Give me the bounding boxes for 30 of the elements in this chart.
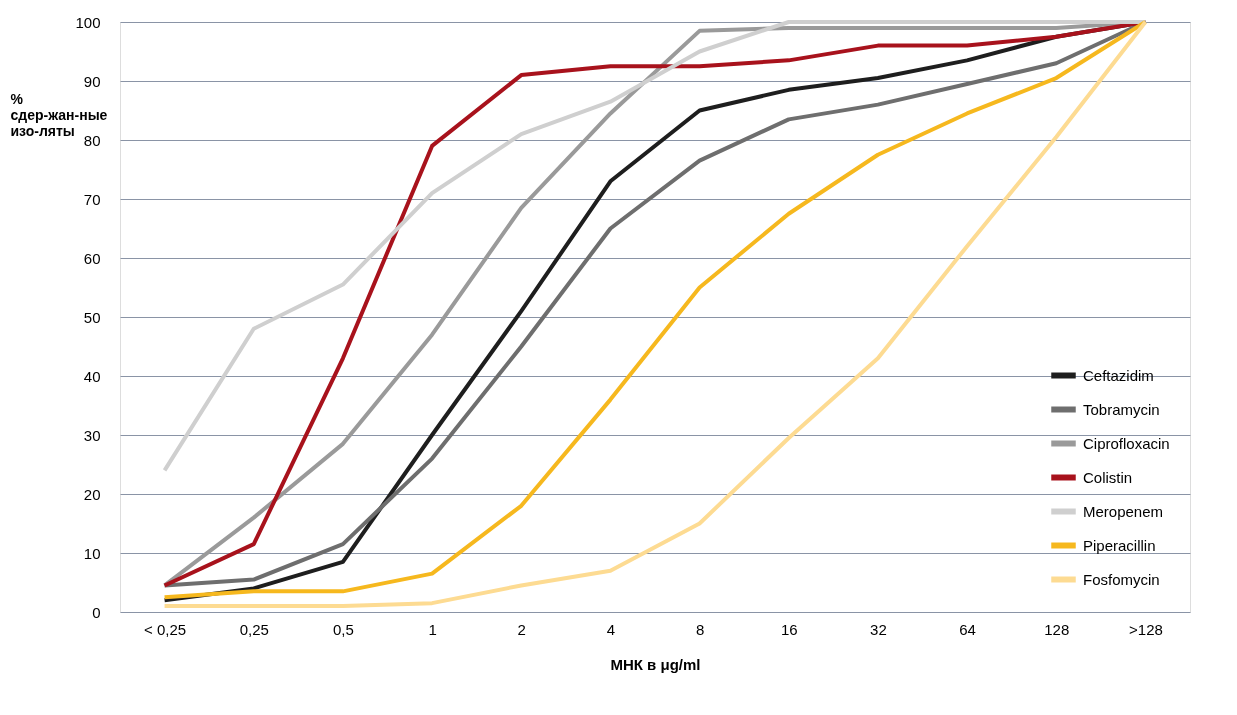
- x-tick-label: >128: [1129, 620, 1163, 638]
- y-tick-label: 10: [83, 544, 101, 562]
- legend-label: Meropenem: [1083, 502, 1164, 520]
- x-tick-label: 8: [695, 620, 705, 638]
- legend-label: Ceftazidim: [1083, 366, 1154, 384]
- x-tick-label: < 0,25: [144, 620, 187, 638]
- legend-label: Colistin: [1083, 468, 1133, 486]
- x-tick-label: 64: [959, 620, 976, 638]
- y-tick-label: 30: [83, 426, 101, 444]
- x-tick-label: 32: [870, 620, 887, 638]
- x-tick-label: 4: [606, 620, 616, 638]
- y-tick-label: 20: [83, 485, 101, 503]
- y-tick-label: 100: [75, 13, 101, 31]
- x-tick-label: 1: [428, 620, 437, 638]
- legend-label: Fosfomycin: [1083, 570, 1160, 588]
- x-tick-label: 128: [1044, 620, 1070, 638]
- legend-label: Ciprofloxacin: [1083, 434, 1170, 452]
- y-tick-label: 60: [83, 249, 101, 267]
- y-tick-label: 40: [83, 367, 101, 385]
- x-tick-label: 16: [780, 620, 798, 638]
- legend-label: Piperacillin: [1083, 536, 1156, 554]
- y-tick-label: 90: [83, 72, 101, 90]
- x-tick-label: 0,25: [239, 620, 269, 638]
- legend-label: Tobramycin: [1083, 400, 1160, 418]
- x-tick-label: 2: [517, 620, 526, 638]
- y-tick-label: 70: [83, 190, 101, 208]
- y-tick-label: 0: [92, 603, 101, 621]
- x-tick-label: 0,5: [332, 620, 354, 638]
- y-tick-label: 50: [83, 308, 101, 326]
- x-axis-title: МНК в μg/ml: [610, 655, 701, 673]
